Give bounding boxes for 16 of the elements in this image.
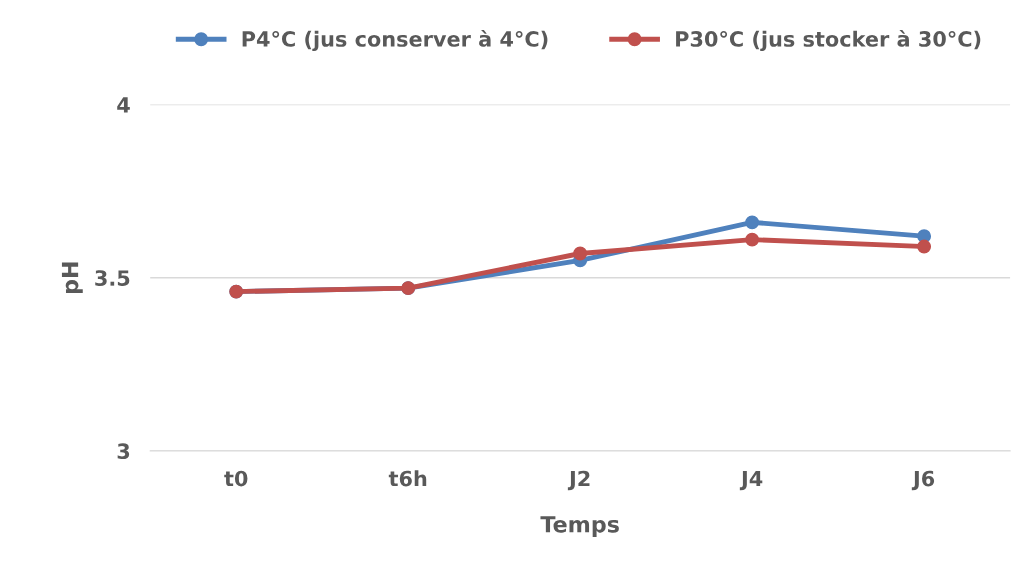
x-tick-label: t0 <box>224 470 248 487</box>
point <box>573 246 588 261</box>
x-tick-label: t6h <box>388 470 427 487</box>
point <box>745 232 760 247</box>
legend-label: P4°C (jus conserver à 4°C) <box>242 29 548 52</box>
x-axis-title: Temps <box>540 516 619 537</box>
x-tick-label: J6 <box>911 470 935 491</box>
y-tick-label: 3 <box>117 443 130 460</box>
x-tick-label: J2 <box>567 470 590 491</box>
x-tick-label: J4 <box>739 470 763 491</box>
legend-label: P30°C (jus stocker à 30°C) <box>676 29 981 52</box>
y-axis-title: pH <box>61 262 83 294</box>
y-tick-label: 4 <box>117 97 130 113</box>
point <box>745 215 760 230</box>
y-tick-label: 3.5 <box>95 270 130 286</box>
point <box>917 239 932 254</box>
